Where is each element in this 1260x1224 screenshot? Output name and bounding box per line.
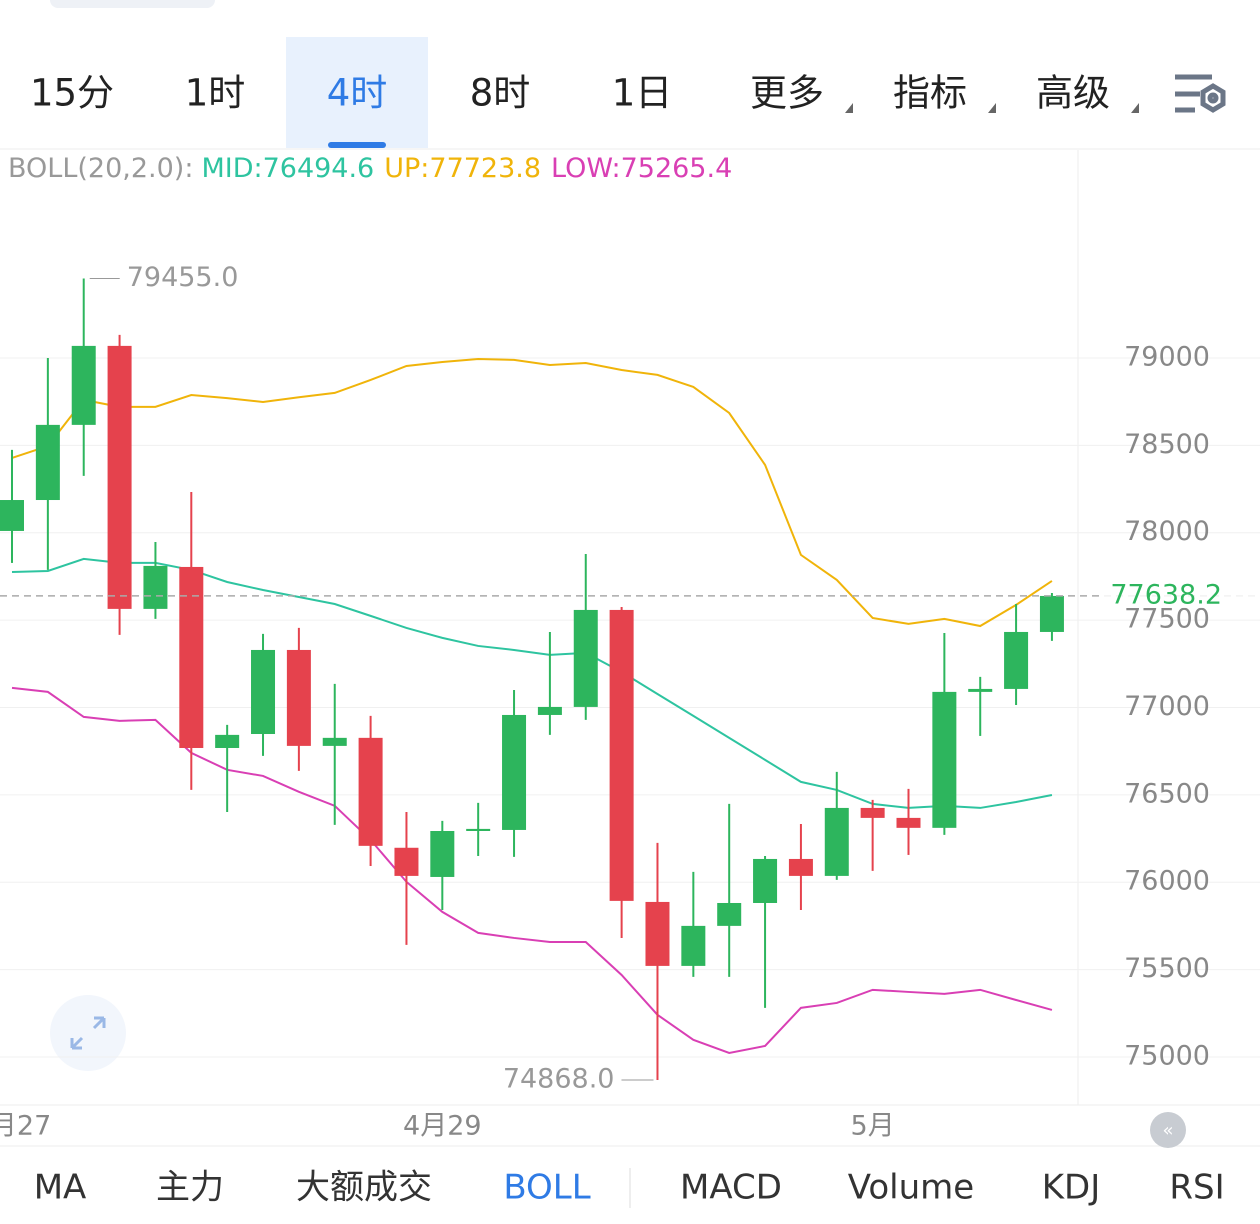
legend-entry: UP:77723.8: [384, 153, 541, 184]
timeframe-tab[interactable]: 指标: [893, 72, 967, 115]
indicator-tab[interactable]: BOLL: [503, 1168, 590, 1208]
indicator-label: BOLL(20,2.0):: [8, 153, 193, 184]
legend-entries: MID:76494.6 UP:77723.8 LOW:75265.4: [201, 153, 732, 184]
y-tick-label: 75500: [1124, 953, 1210, 984]
candle-body: [896, 817, 921, 828]
candle-body: [286, 649, 311, 746]
indicator-tab[interactable]: KDJ: [1042, 1168, 1101, 1208]
timeframe-tab[interactable]: 4时: [327, 72, 388, 115]
candle-body: [537, 706, 562, 715]
indicator-tab[interactable]: RSI: [1169, 1168, 1224, 1208]
candle-body: [788, 858, 813, 876]
timeframe-tab[interactable]: 高级: [1036, 72, 1110, 115]
candle-body: [35, 424, 60, 501]
y-tick-label: 77500: [1124, 604, 1210, 635]
candle-body: [968, 688, 993, 692]
high-marker-label: 79455.0: [127, 262, 239, 293]
timeframe-tab[interactable]: 8时: [470, 72, 531, 115]
y-tick-label: 78500: [1124, 429, 1210, 460]
x-tick-label: 4月29: [403, 1111, 482, 1142]
y-tick-label: 77000: [1124, 691, 1210, 722]
low-marker-label: 74868.0: [503, 1064, 615, 1095]
tab-underline: [328, 142, 386, 148]
handle: [50, 0, 215, 8]
y-tick-label: 76500: [1124, 778, 1210, 809]
dropdown-mark: [988, 103, 996, 113]
candle-body: [1039, 595, 1064, 632]
candle-body: [322, 737, 347, 746]
candle-body: [179, 566, 204, 748]
legend-entry: LOW:75265.4: [551, 153, 732, 184]
price-tag-bg: [1100, 579, 1260, 608]
indicator-tab[interactable]: MA: [34, 1168, 87, 1208]
current-price-label: 77638.2: [1110, 579, 1222, 610]
settings-icon[interactable]: [1175, 74, 1226, 113]
expand-button[interactable]: [50, 995, 126, 1071]
indicator-tab[interactable]: MACD: [680, 1168, 782, 1208]
y-tick-label: 78000: [1124, 516, 1210, 547]
candle-body: [717, 902, 742, 926]
timeframe-tab[interactable]: 更多: [750, 72, 824, 115]
boll-line: [11, 357, 1053, 628]
expand-icon: [70, 1016, 106, 1050]
indicator-tab[interactable]: 大额成交: [296, 1168, 432, 1208]
candle-body: [860, 807, 885, 818]
candle-body: [932, 691, 957, 828]
indicator-tab[interactable]: 主力: [156, 1168, 224, 1208]
y-tick-label: 76000: [1124, 866, 1210, 897]
indicator-tab[interactable]: Volume: [848, 1168, 974, 1208]
scroll-button[interactable]: [1150, 1112, 1186, 1148]
candle-body: [753, 858, 778, 903]
candle-body: [573, 609, 598, 707]
candle-body: [681, 925, 706, 966]
timeframe-tab[interactable]: 1时: [185, 72, 246, 115]
candle-body: [71, 345, 96, 425]
candle-body: [215, 734, 240, 748]
x-tick-label: 4月27: [0, 1111, 51, 1142]
indicator-legend: BOLL(20,2.0): MID:76494.6 UP:77723.8 LOW:75…: [8, 153, 732, 184]
candle-body: [107, 345, 132, 609]
candle-body: [645, 901, 670, 966]
boll-line: [11, 686, 1053, 1054]
candle-body: [430, 830, 455, 877]
y-tick-label: 75000: [1124, 1040, 1210, 1071]
tab-selected-bg: [286, 37, 428, 148]
candle-body: [1004, 631, 1029, 689]
scroll-icon: «: [1162, 1120, 1173, 1141]
timeframe-tab[interactable]: 1日: [612, 72, 673, 115]
candle-body: [394, 847, 419, 876]
x-tick-label: 5月: [851, 1111, 895, 1142]
candle-body: [358, 737, 383, 846]
candle-body: [466, 828, 491, 831]
timeframe-tab[interactable]: 15分: [30, 72, 114, 115]
dropdown-mark: [845, 103, 853, 113]
candle-body: [251, 649, 276, 735]
candle-body: [143, 565, 168, 609]
candle-body: [824, 807, 849, 876]
y-tick-label: 79000: [1124, 341, 1210, 372]
legend-entry: MID:76494.6: [201, 153, 374, 184]
dropdown-mark: [1131, 103, 1139, 113]
candle-body: [609, 609, 634, 901]
candle-body: [0, 500, 24, 531]
candle-body: [502, 714, 527, 830]
